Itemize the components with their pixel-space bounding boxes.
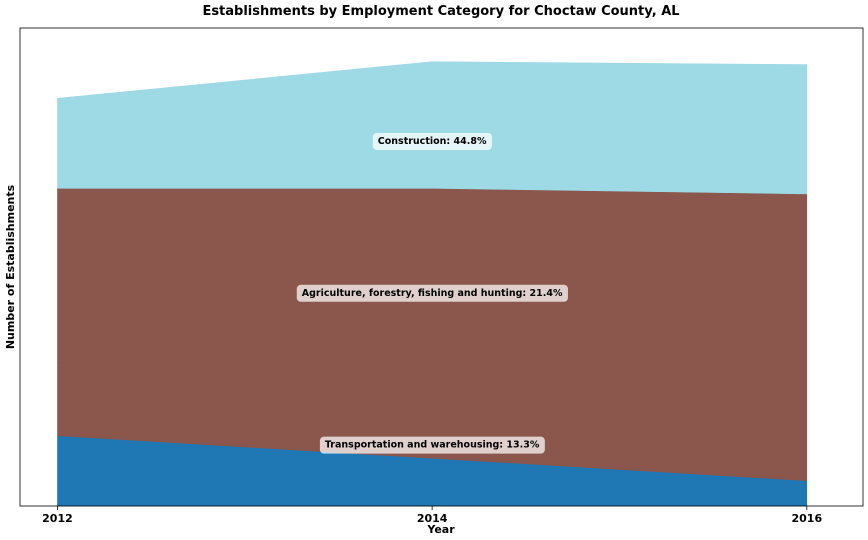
plot-frame	[19, 27, 864, 507]
annotation-label: Construction: 44.8%	[378, 136, 487, 147]
x-tick-label: 2012	[42, 512, 73, 525]
annotation-label: Transportation and warehousing: 13.3%	[325, 440, 540, 451]
annotation-label: Agriculture, forestry, fishing and hunti…	[302, 288, 563, 299]
area-layers	[57, 61, 808, 507]
annotation-box: Construction: 44.8%	[372, 132, 492, 150]
y-axis-label: Number of Establishments	[4, 184, 17, 349]
annotation-background	[372, 132, 492, 150]
x-tick-label: 2014	[417, 512, 448, 525]
x-axis-label: Year	[426, 523, 455, 536]
annotation-background	[296, 284, 568, 302]
annotation-background	[319, 436, 545, 454]
area-annotations: Transportation and warehousing: 13.3% Agr…	[296, 132, 568, 454]
x-axis-ticks: 2012 2014 2016	[42, 506, 822, 525]
area-construction	[57, 61, 808, 195]
annotation-box: Transportation and warehousing: 13.3%	[319, 436, 545, 454]
x-tick-label: 2016	[791, 512, 822, 525]
annotation-box: Agriculture, forestry, fishing and hunti…	[296, 284, 568, 302]
chart-title: Establishments by Employment Category fo…	[202, 4, 679, 19]
